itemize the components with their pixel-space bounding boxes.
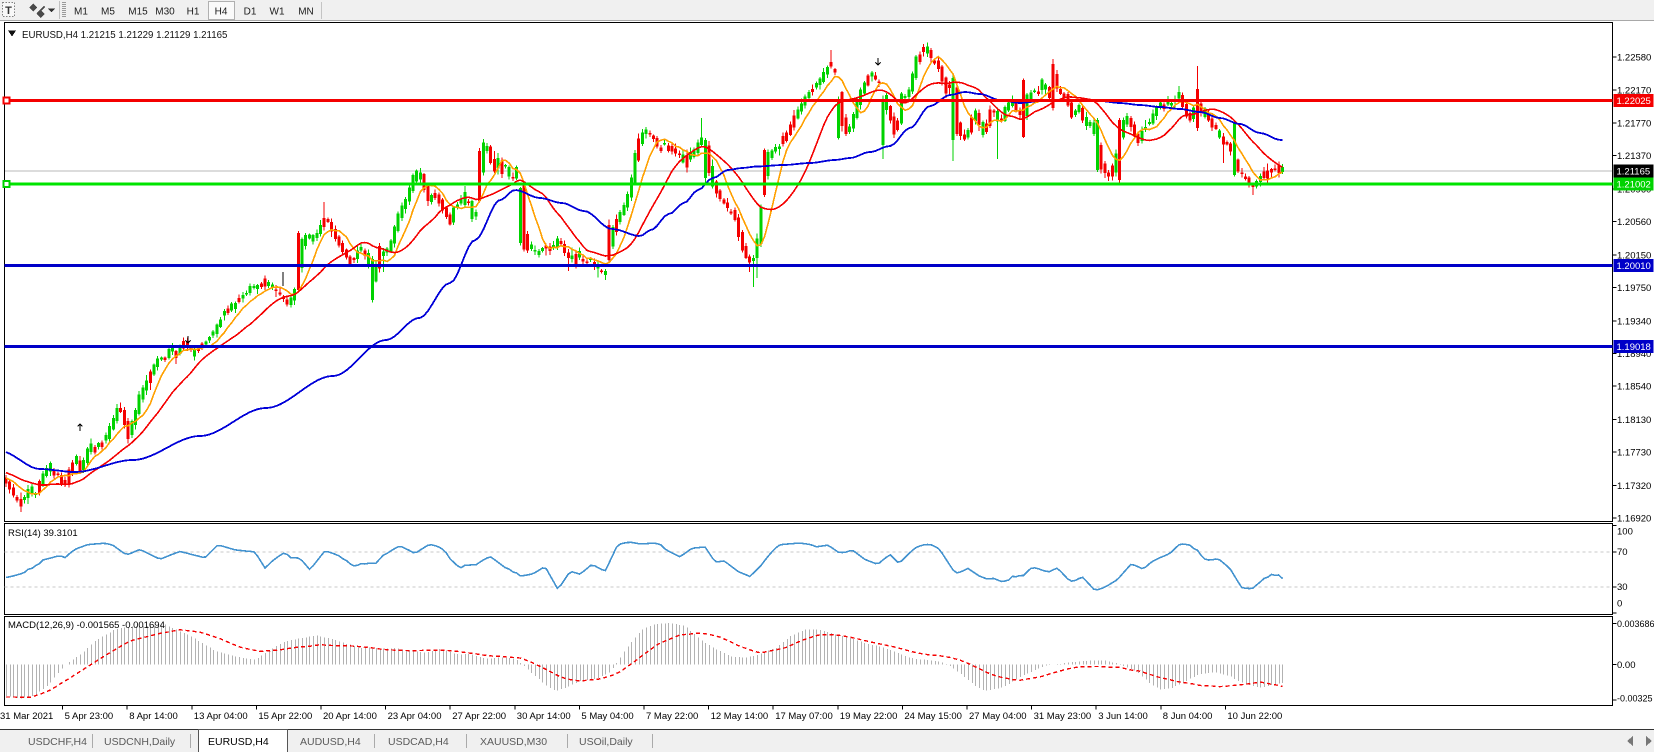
svg-text:USDCNH,Daily: USDCNH,Daily: [104, 736, 176, 748]
svg-text:27 May 04:00: 27 May 04:00: [969, 711, 1027, 722]
svg-text:1.20010: 1.20010: [1617, 261, 1651, 272]
svg-text:31 May 23:00: 31 May 23:00: [1034, 711, 1092, 722]
svg-text:8 Jun 04:00: 8 Jun 04:00: [1163, 711, 1213, 722]
svg-text:1.19340: 1.19340: [1617, 316, 1651, 327]
svg-text:1.22170: 1.22170: [1617, 86, 1651, 97]
svg-text:EURUSD,H4: EURUSD,H4: [208, 736, 269, 748]
svg-text:0.003686: 0.003686: [1617, 619, 1654, 629]
svg-text:1.21165: 1.21165: [1617, 166, 1651, 177]
svg-text:T: T: [5, 5, 12, 17]
svg-text:USDCHF,H4: USDCHF,H4: [28, 736, 87, 748]
svg-text:1.21770: 1.21770: [1617, 118, 1651, 129]
svg-text:27 Apr 22:00: 27 Apr 22:00: [452, 711, 506, 722]
svg-text:H1: H1: [187, 7, 200, 18]
svg-text:5 May 04:00: 5 May 04:00: [581, 711, 633, 722]
svg-text:1.21370: 1.21370: [1617, 151, 1651, 162]
svg-text:USDCAD,H4: USDCAD,H4: [388, 736, 449, 748]
svg-text:1.18540: 1.18540: [1617, 382, 1651, 393]
svg-text:RSI(14) 39.3101: RSI(14) 39.3101: [8, 528, 78, 539]
svg-text:D1: D1: [244, 7, 257, 18]
svg-text:1.18940: 1.18940: [1617, 349, 1651, 360]
svg-text:M30: M30: [155, 7, 175, 18]
svg-text:MACD(12,26,9) -0.001565 -0.001: MACD(12,26,9) -0.001565 -0.001694: [8, 620, 165, 631]
svg-text:1.22580: 1.22580: [1617, 52, 1651, 63]
svg-text:M5: M5: [101, 7, 115, 18]
svg-text:H4: H4: [215, 7, 228, 18]
svg-text:1.16920: 1.16920: [1617, 514, 1651, 525]
svg-text:W1: W1: [270, 7, 285, 18]
svg-text:17 May 07:00: 17 May 07:00: [775, 711, 833, 722]
svg-text:0: 0: [1617, 599, 1622, 610]
svg-text:15 Apr 22:00: 15 Apr 22:00: [258, 711, 312, 722]
svg-text:1.19018: 1.19018: [1617, 342, 1651, 353]
svg-text:30: 30: [1617, 582, 1628, 593]
svg-text:30 Apr 14:00: 30 Apr 14:00: [517, 711, 571, 722]
svg-text:1.21002: 1.21002: [1617, 180, 1651, 191]
svg-text:1.20560: 1.20560: [1617, 217, 1651, 228]
svg-text:100: 100: [1617, 527, 1633, 538]
svg-text:-0.00325: -0.00325: [1617, 694, 1653, 704]
svg-text:19 May 22:00: 19 May 22:00: [840, 711, 898, 722]
svg-text:1.22025: 1.22025: [1617, 96, 1651, 107]
svg-text:3 Jun 14:00: 3 Jun 14:00: [1098, 711, 1148, 722]
svg-text:20 Apr 14:00: 20 Apr 14:00: [323, 711, 377, 722]
svg-text:7 May 22:00: 7 May 22:00: [646, 711, 698, 722]
svg-text:13 Apr 04:00: 13 Apr 04:00: [194, 711, 248, 722]
svg-text:5 Apr 23:00: 5 Apr 23:00: [65, 711, 114, 722]
svg-text:XAUUSD,M30: XAUUSD,M30: [480, 736, 547, 748]
svg-text:1.17320: 1.17320: [1617, 481, 1651, 492]
svg-text:0.00: 0.00: [1617, 660, 1636, 671]
svg-text:23 Apr 04:00: 23 Apr 04:00: [388, 711, 442, 722]
svg-text:70: 70: [1617, 547, 1628, 558]
svg-text:12 May 14:00: 12 May 14:00: [711, 711, 769, 722]
svg-text:MN: MN: [298, 7, 314, 18]
svg-text:EURUSD,H4 1.21215 1.21229 1.2: EURUSD,H4 1.21215 1.21229 1.21129 1.2116…: [22, 30, 227, 41]
svg-text:1.19750: 1.19750: [1617, 283, 1651, 294]
svg-text:USOil,Daily: USOil,Daily: [579, 736, 633, 748]
svg-text:M15: M15: [128, 7, 148, 18]
svg-text:1.18130: 1.18130: [1617, 415, 1651, 426]
svg-text:8 Apr 14:00: 8 Apr 14:00: [129, 711, 178, 722]
svg-text:1.17730: 1.17730: [1617, 448, 1651, 459]
svg-text:M1: M1: [74, 7, 88, 18]
svg-text:1.20150: 1.20150: [1617, 250, 1651, 261]
svg-text:AUDUSD,H4: AUDUSD,H4: [300, 736, 361, 748]
svg-text:10 Jun 22:00: 10 Jun 22:00: [1227, 711, 1282, 722]
svg-text:24 May 15:00: 24 May 15:00: [904, 711, 962, 722]
svg-text:31 Mar 2021: 31 Mar 2021: [0, 711, 53, 722]
